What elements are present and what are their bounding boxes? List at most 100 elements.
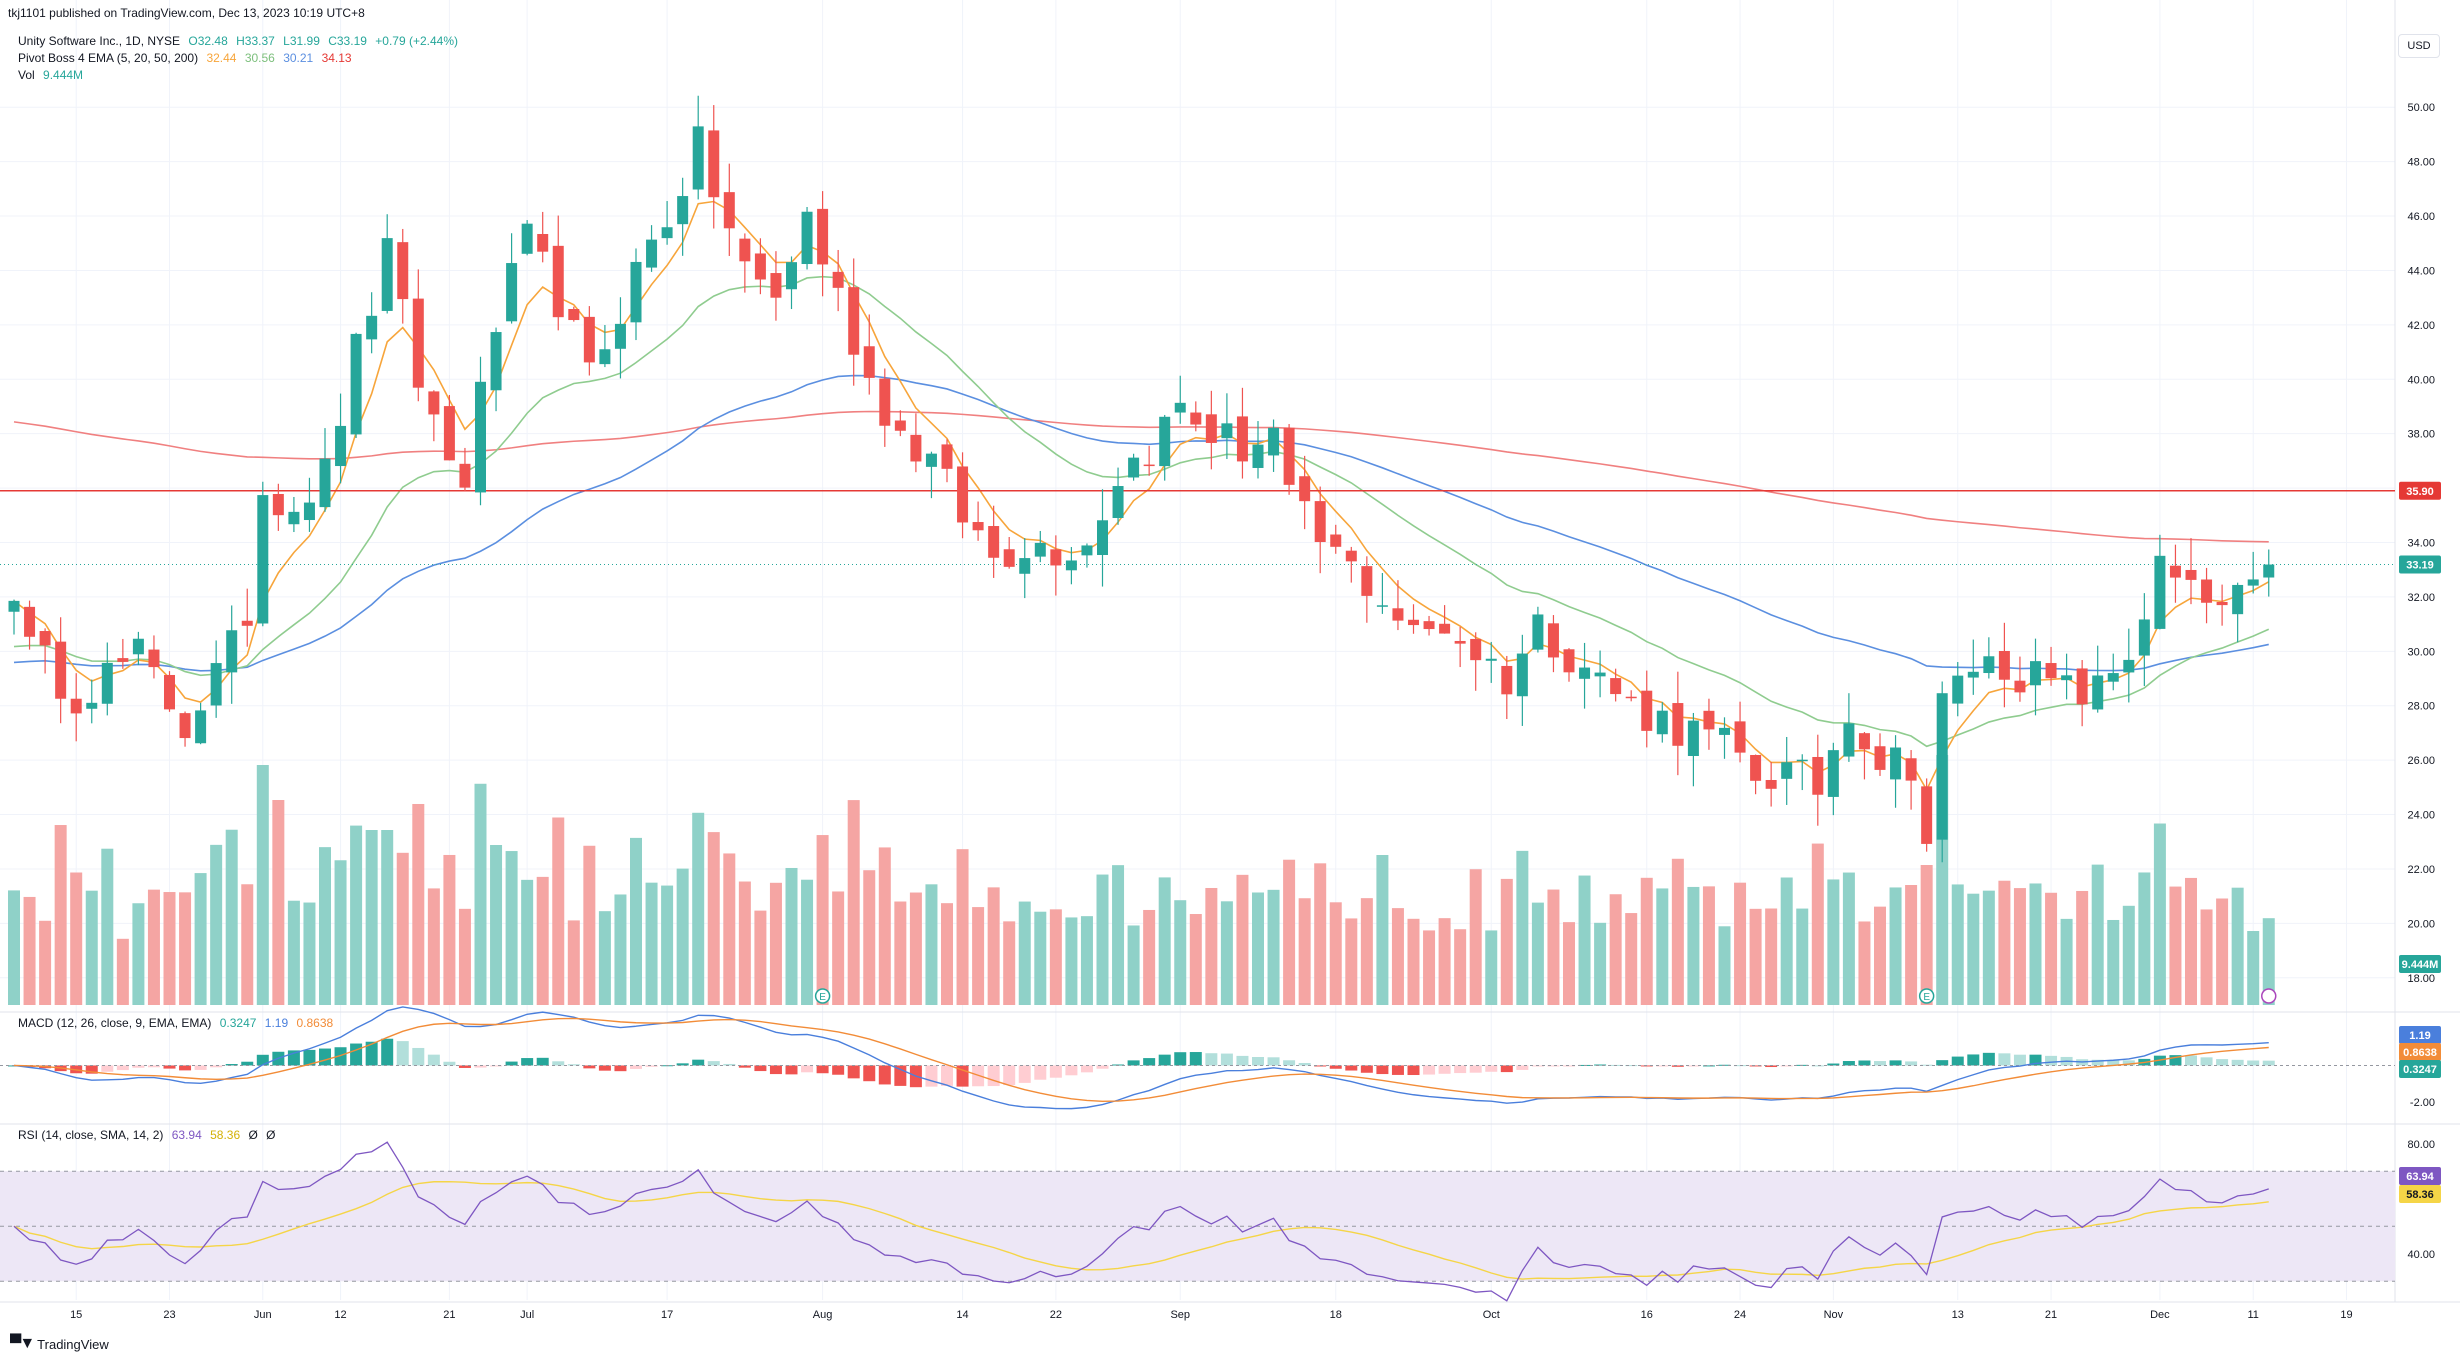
volume-bar (1314, 863, 1327, 1005)
volume-bar (1376, 855, 1389, 1005)
macd-histogram-bar (1454, 1065, 1467, 1074)
volume-bar (303, 902, 316, 1005)
volume-bar (956, 849, 969, 1005)
candle-body (1283, 427, 1295, 485)
candle-body (1765, 779, 1777, 789)
ohlc-close: C33.19 (328, 34, 367, 48)
volume-bar (598, 911, 611, 1005)
ema-legend[interactable]: Pivot Boss 4 EMA (5, 20, 50, 200) 32.44 … (18, 51, 357, 65)
price-tick-label: 20.00 (2407, 918, 2435, 930)
horizontal-level-35-90[interactable] (0, 490, 2395, 566)
macd-histogram-bar (521, 1058, 534, 1066)
macd-histogram-bar (2185, 1055, 2197, 1066)
candle-body (1470, 638, 1482, 661)
main-legend[interactable]: Unity Software Inc., 1D, NYSE O32.48 H33… (18, 34, 463, 48)
candle-body (1159, 416, 1171, 467)
rsi-ma-line (13, 1180, 2269, 1280)
macd-histogram-bar (738, 1065, 751, 1068)
candle-body (164, 674, 175, 710)
macd-histogram-bar (1423, 1065, 1436, 1075)
ema50-line (13, 374, 2269, 672)
ema20-line (13, 275, 2270, 748)
volume-bar (2107, 919, 2120, 1005)
macd-histogram-bar (1236, 1055, 1249, 1066)
macd-histogram-bar (396, 1041, 409, 1066)
candle-body (459, 463, 471, 488)
rsi-legend[interactable]: RSI (14, close, SMA, 14, 2) 63.94 58.36 … (18, 1128, 281, 1142)
candle-body (2216, 601, 2228, 606)
volume-bar (179, 892, 192, 1005)
price-tick-label: 40.00 (2407, 374, 2435, 386)
symbol-title: Unity Software Inc., 1D, NYSE (18, 34, 181, 48)
candle-body (1330, 534, 1342, 547)
earnings-icon (1918, 988, 1935, 1004)
candle-body (2232, 584, 2244, 615)
volume-bar (70, 872, 83, 1005)
volume-bar (132, 903, 145, 1005)
macd-legend[interactable]: MACD (12, 26, close, 9, EMA, EMA) 0.3247… (18, 1016, 338, 1030)
candle-body (1252, 444, 1264, 468)
macd-histogram-bar (1765, 1065, 1778, 1068)
macd-histogram-bar (1594, 1064, 1607, 1066)
candle-body (288, 511, 300, 525)
volume-bar (1531, 902, 1544, 1005)
candle-body (723, 192, 735, 229)
volume-bar (1967, 893, 1980, 1005)
ohlc-change: +0.79 (+2.44%) (375, 34, 458, 48)
volume-legend[interactable]: Vol 9.444M (18, 68, 88, 82)
time-tick-label: 22 (1050, 1309, 1062, 1321)
candle-body (1687, 720, 1699, 757)
candle-body (2263, 564, 2275, 578)
macd-histogram-bar (1889, 1060, 1902, 1066)
candle-body (397, 242, 409, 300)
candle-body (692, 126, 704, 190)
time-axis[interactable]: 15 23 Jun 12 21 Jul 17 Aug 14 22 Sep 18 Oct 16 24 Nov 13… (70, 1309, 2353, 1321)
volume-bar (1594, 922, 1607, 1005)
volume-bar (381, 830, 394, 1005)
volume-bar (707, 832, 720, 1005)
macd-histogram-bar (552, 1061, 565, 1066)
macd-histogram-bar (319, 1048, 331, 1066)
volume-bar (801, 879, 814, 1005)
volume-bar (2122, 905, 2135, 1005)
ema5-line (13, 200, 2270, 792)
candle-body (350, 333, 362, 435)
volume-bar (2029, 883, 2042, 1005)
volume-bar (2076, 890, 2089, 1005)
candle-body (2061, 675, 2073, 681)
currency-button[interactable]: USD (2398, 34, 2440, 58)
volume-bar (1500, 878, 1513, 1005)
macd-histogram-bar (645, 1065, 658, 1067)
candle-body (941, 444, 953, 469)
macd-histogram-bar (1252, 1056, 1264, 1066)
macd-line-tag (2399, 1026, 2441, 1044)
macd-histogram-bar (2231, 1059, 2244, 1066)
volume-bar (163, 892, 176, 1005)
candle-body (1703, 710, 1715, 730)
volume-bar (396, 852, 409, 1005)
candle-body (1998, 650, 2010, 680)
candle-body (272, 493, 284, 516)
volume-bar (1174, 900, 1187, 1005)
volume-bar (1656, 888, 1669, 1005)
vol-label: Vol (18, 68, 35, 82)
volume-bars (8, 755, 2275, 1005)
price-axis[interactable]: 18.00 20.00 22.00 24.00 26.00 28.00 30.00 32.00… (2407, 102, 2435, 1261)
volume-bar (941, 903, 953, 1005)
candle-body (1019, 558, 1031, 574)
macd-histogram-bar (676, 1063, 689, 1066)
candle-body (2154, 555, 2166, 629)
candle-body (1843, 723, 1855, 757)
macd-histogram-bar (1018, 1065, 1031, 1083)
volume-bar (769, 882, 782, 1005)
rsi-tag-text: 63.94 (2406, 1171, 2434, 1183)
macd-label: MACD (12, 26, close, 9, EMA, EMA) (18, 1016, 212, 1030)
volume-bar (583, 845, 596, 1005)
macd-histogram-bar (1205, 1053, 1218, 1066)
time-tick-label: 14 (956, 1309, 968, 1321)
candle-body (583, 316, 595, 363)
volume-bar (1267, 889, 1280, 1005)
macd-histogram-bar (85, 1065, 98, 1074)
candle-body (2030, 661, 2041, 686)
